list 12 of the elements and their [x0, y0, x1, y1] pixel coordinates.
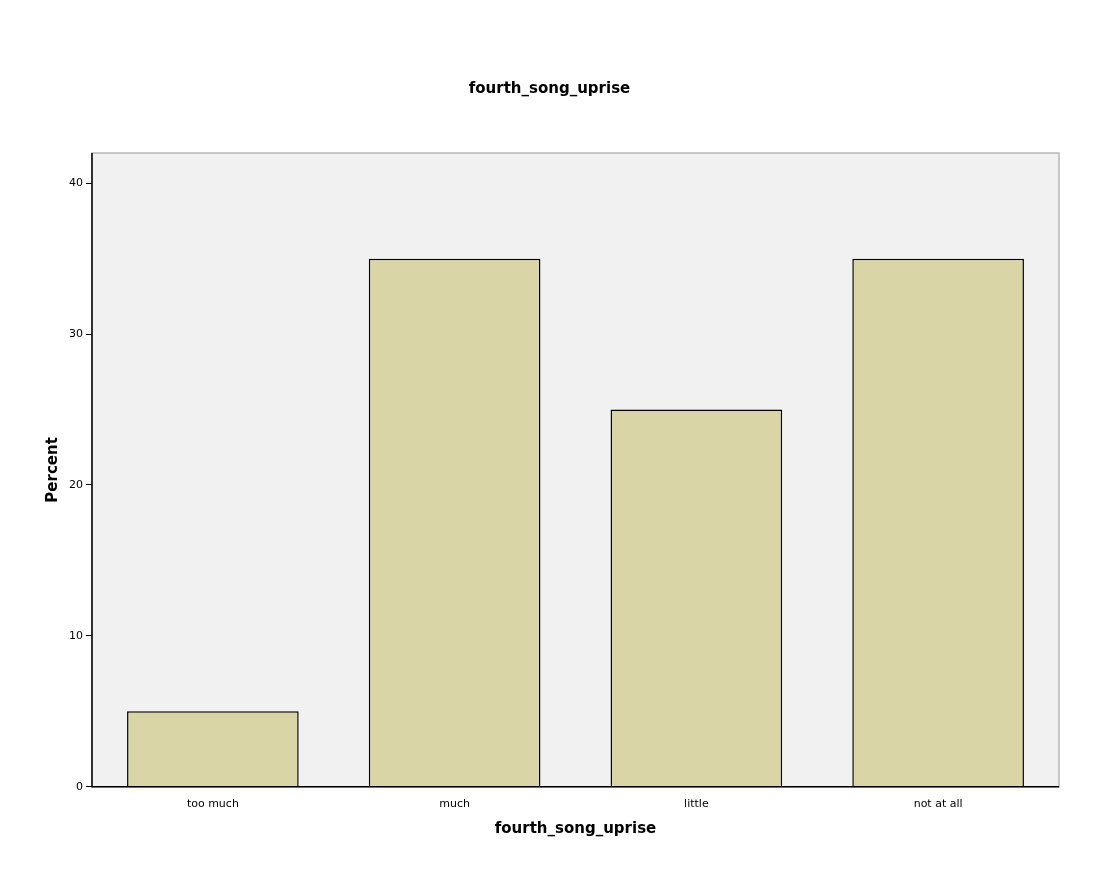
y-tick-label: 40: [69, 176, 83, 190]
y-axis-title: Percent: [42, 437, 61, 503]
y-tick-label: 20: [69, 477, 83, 491]
x-tick-label: too much: [186, 797, 239, 811]
chart-title: fourth_song_uprise: [468, 78, 631, 97]
x-tick-label: much: [439, 797, 470, 811]
y-tick-label: 0: [76, 779, 83, 793]
x-axis-title: fourth_song_uprise: [494, 818, 657, 837]
y-tick-label: 10: [69, 628, 83, 642]
y-tick-label: 30: [69, 326, 83, 340]
x-tick-label: little: [684, 797, 709, 811]
x-tick-label: not at all: [913, 797, 963, 811]
